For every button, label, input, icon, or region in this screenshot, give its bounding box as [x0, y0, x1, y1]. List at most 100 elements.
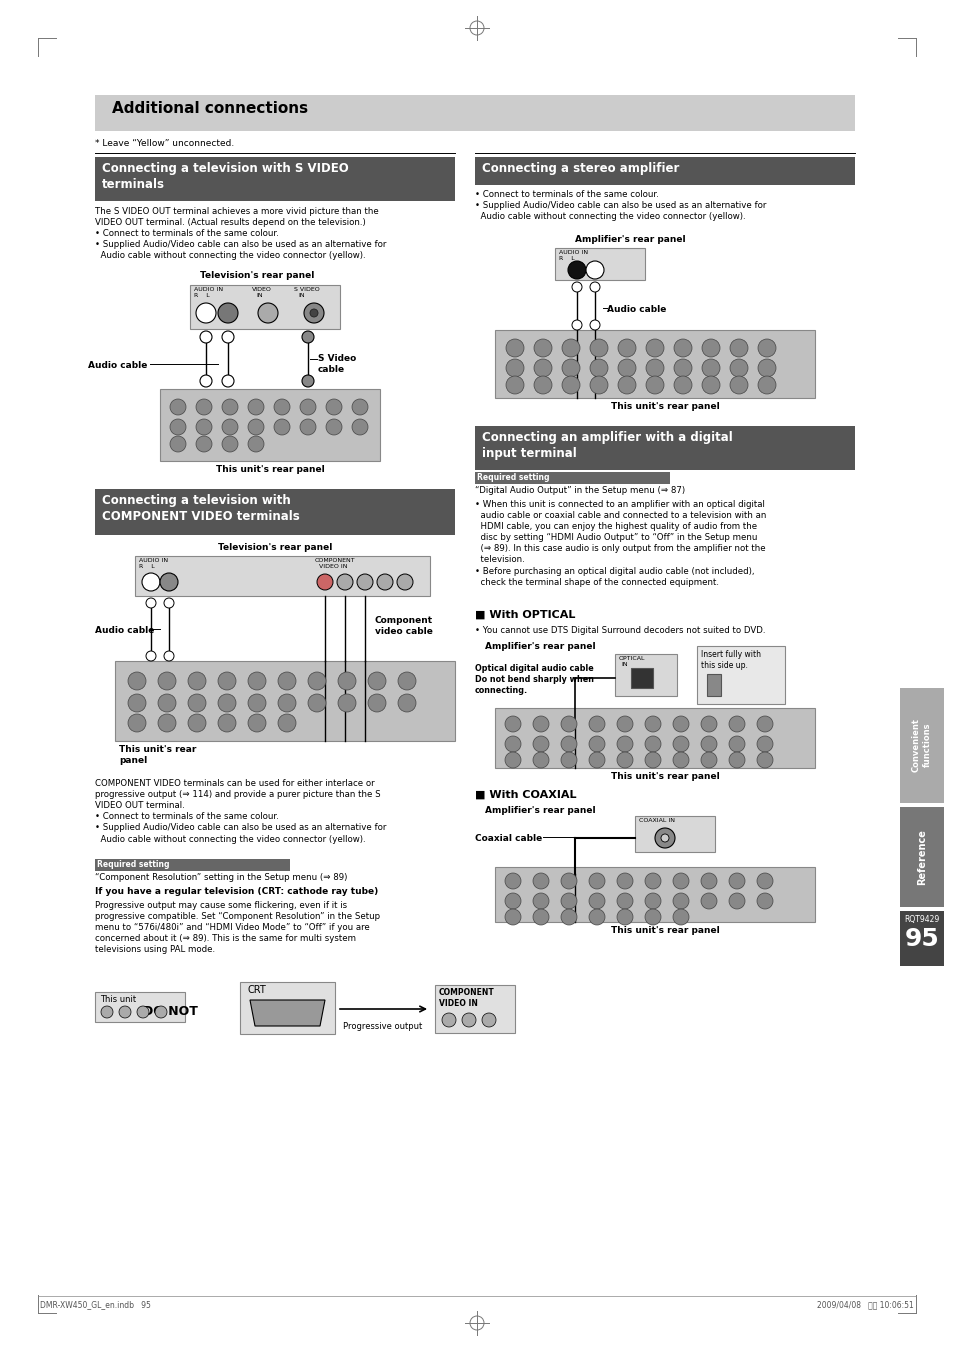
Circle shape: [218, 694, 235, 712]
Text: • You cannot use DTS Digital Surround decoders not suited to DVD.: • You cannot use DTS Digital Surround de…: [475, 626, 764, 635]
Circle shape: [589, 376, 607, 394]
Bar: [95, 992, 185, 1021]
Circle shape: [200, 376, 212, 386]
Circle shape: [644, 909, 660, 925]
Circle shape: [368, 671, 386, 690]
Circle shape: [617, 753, 633, 767]
Text: R    L: R L: [139, 563, 154, 569]
Circle shape: [533, 909, 548, 925]
Circle shape: [248, 419, 264, 435]
Text: Audio cable: Audio cable: [606, 305, 666, 313]
Circle shape: [758, 376, 775, 394]
Circle shape: [534, 376, 552, 394]
Text: • When this unit is connected to an amplifier with an optical digital
  audio ca: • When this unit is connected to an ampl…: [475, 500, 765, 586]
Bar: [495, 867, 814, 921]
Text: Component
video cable: Component video cable: [375, 616, 433, 636]
Circle shape: [700, 716, 717, 732]
Circle shape: [158, 671, 175, 690]
Text: The S VIDEO OUT terminal achieves a more vivid picture than the
VIDEO OUT termin: The S VIDEO OUT terminal achieves a more…: [95, 207, 386, 261]
Circle shape: [728, 873, 744, 889]
Circle shape: [660, 834, 668, 842]
Circle shape: [397, 671, 416, 690]
Text: 2009/04/08   午前 10:06:51: 2009/04/08 午前 10:06:51: [817, 1300, 913, 1309]
Circle shape: [560, 873, 577, 889]
Circle shape: [128, 713, 146, 732]
Circle shape: [337, 694, 355, 712]
Circle shape: [533, 716, 548, 732]
Circle shape: [560, 909, 577, 925]
Circle shape: [504, 909, 520, 925]
Text: RQT9429: RQT9429: [903, 915, 939, 924]
Circle shape: [222, 436, 237, 453]
Text: Audio cable: Audio cable: [88, 361, 147, 370]
Bar: [706, 674, 720, 696]
Circle shape: [222, 399, 237, 415]
Text: 95: 95: [903, 927, 939, 951]
Circle shape: [200, 331, 212, 343]
Circle shape: [248, 436, 264, 453]
Circle shape: [673, 359, 691, 377]
Text: OPTICAL: OPTICAL: [618, 657, 645, 661]
Text: Connecting a television with S VIDEO
terminals: Connecting a television with S VIDEO ter…: [102, 162, 349, 190]
Text: Amplifier's rear panel: Amplifier's rear panel: [484, 807, 595, 815]
Circle shape: [644, 716, 660, 732]
Circle shape: [533, 873, 548, 889]
Circle shape: [644, 873, 660, 889]
Circle shape: [673, 376, 691, 394]
Text: This unit's rear panel: This unit's rear panel: [610, 771, 719, 781]
Circle shape: [618, 359, 636, 377]
Circle shape: [757, 873, 772, 889]
Text: IN: IN: [255, 293, 262, 299]
Circle shape: [336, 574, 353, 590]
Text: R    L: R L: [193, 293, 210, 299]
Circle shape: [119, 1006, 131, 1019]
Circle shape: [588, 873, 604, 889]
Text: “Digital Audio Output” in the Setup menu (⇒ 87): “Digital Audio Output” in the Setup menu…: [475, 486, 684, 494]
Circle shape: [146, 598, 156, 608]
Circle shape: [588, 736, 604, 753]
Circle shape: [533, 736, 548, 753]
Circle shape: [505, 376, 523, 394]
Circle shape: [504, 893, 520, 909]
Text: Connecting a television with
COMPONENT VIDEO terminals: Connecting a television with COMPONENT V…: [102, 494, 299, 523]
Circle shape: [673, 339, 691, 357]
Text: Insert fully with
this side up.: Insert fully with this side up.: [700, 650, 760, 670]
Text: IN: IN: [620, 662, 627, 667]
Circle shape: [729, 376, 747, 394]
Text: This unit's rear panel: This unit's rear panel: [215, 465, 324, 474]
Text: If you have a regular television (CRT: cathode ray tube): If you have a regular television (CRT: c…: [95, 888, 377, 896]
Text: Progressive output: Progressive output: [343, 1021, 422, 1031]
Circle shape: [352, 399, 368, 415]
Text: DO NOT: DO NOT: [142, 1005, 197, 1019]
Text: This unit: This unit: [100, 994, 136, 1004]
Circle shape: [757, 736, 772, 753]
Circle shape: [701, 339, 720, 357]
Circle shape: [337, 671, 355, 690]
Circle shape: [505, 359, 523, 377]
Text: “Component Resolution” setting in the Setup menu (⇒ 89): “Component Resolution” setting in the Se…: [95, 873, 347, 882]
Circle shape: [645, 339, 663, 357]
Text: AUDIO IN: AUDIO IN: [139, 558, 168, 563]
Text: * Leave “Yellow” unconnected.: * Leave “Yellow” unconnected.: [95, 139, 234, 149]
Circle shape: [672, 716, 688, 732]
Circle shape: [222, 376, 233, 386]
Bar: [240, 982, 335, 1034]
Circle shape: [461, 1013, 476, 1027]
Circle shape: [310, 309, 317, 317]
Bar: [475, 157, 854, 185]
Circle shape: [158, 694, 175, 712]
Circle shape: [560, 893, 577, 909]
Circle shape: [128, 671, 146, 690]
Circle shape: [700, 753, 717, 767]
Circle shape: [195, 303, 215, 323]
Circle shape: [588, 753, 604, 767]
Text: This unit's rear panel: This unit's rear panel: [610, 925, 719, 935]
Circle shape: [533, 893, 548, 909]
Circle shape: [588, 716, 604, 732]
Text: COMPONENT: COMPONENT: [314, 558, 355, 563]
Text: Television's rear panel: Television's rear panel: [199, 272, 314, 280]
Circle shape: [504, 753, 520, 767]
Text: Coaxial cable: Coaxial cable: [475, 834, 541, 843]
Circle shape: [154, 1006, 167, 1019]
Circle shape: [504, 873, 520, 889]
